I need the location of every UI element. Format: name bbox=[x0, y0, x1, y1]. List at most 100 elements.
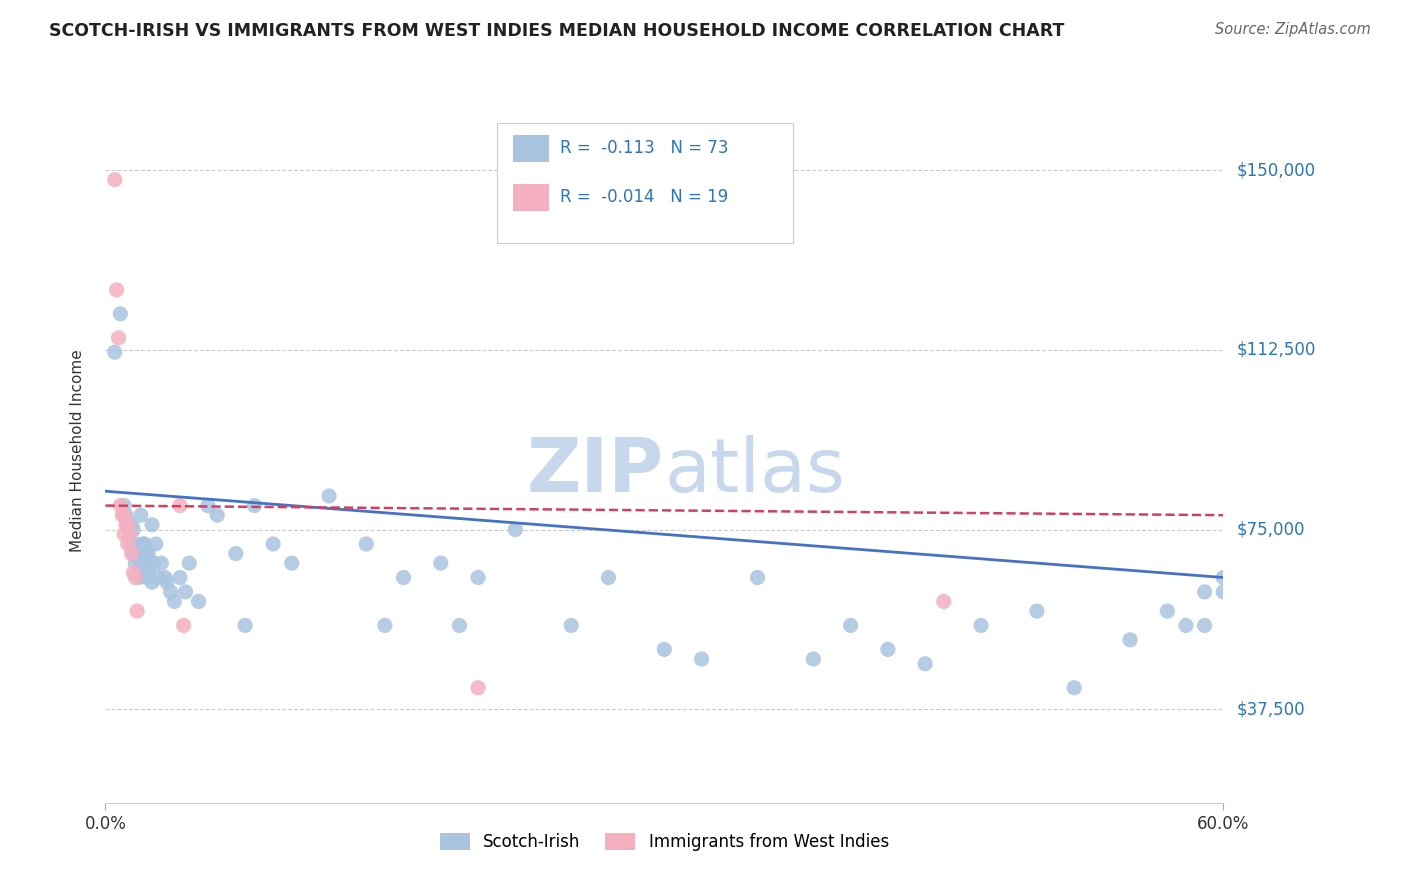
Point bbox=[107, 331, 129, 345]
Point bbox=[128, 551, 150, 566]
Point bbox=[141, 575, 163, 590]
Point bbox=[135, 547, 157, 561]
Point bbox=[225, 547, 247, 561]
Point bbox=[970, 618, 993, 632]
Point bbox=[1212, 585, 1234, 599]
Point bbox=[1156, 604, 1178, 618]
Text: $112,500: $112,500 bbox=[1237, 341, 1316, 359]
Point bbox=[803, 652, 825, 666]
Point bbox=[187, 594, 209, 608]
Point bbox=[839, 618, 862, 632]
Point bbox=[117, 517, 139, 532]
Point bbox=[374, 618, 396, 632]
Point bbox=[115, 508, 138, 523]
Text: R =  -0.113   N = 73: R = -0.113 N = 73 bbox=[561, 139, 728, 157]
Point bbox=[598, 570, 620, 584]
Point bbox=[136, 547, 159, 561]
Point bbox=[169, 499, 191, 513]
Point bbox=[1212, 570, 1234, 584]
Text: $150,000: $150,000 bbox=[1237, 161, 1316, 179]
Point bbox=[105, 283, 128, 297]
Point bbox=[129, 508, 152, 523]
Point bbox=[135, 570, 157, 584]
Point bbox=[747, 570, 769, 584]
Text: Source: ZipAtlas.com: Source: ZipAtlas.com bbox=[1215, 22, 1371, 37]
Point bbox=[173, 618, 195, 632]
FancyBboxPatch shape bbox=[496, 123, 793, 243]
Point bbox=[145, 537, 167, 551]
Point bbox=[560, 618, 582, 632]
Point bbox=[690, 652, 713, 666]
Point bbox=[243, 499, 266, 513]
Point bbox=[179, 556, 201, 570]
Point bbox=[1119, 632, 1142, 647]
Point bbox=[111, 508, 134, 523]
Point bbox=[281, 556, 304, 570]
Point bbox=[124, 537, 146, 551]
Point bbox=[174, 585, 197, 599]
Point bbox=[142, 556, 165, 570]
Point bbox=[104, 172, 127, 186]
Point bbox=[117, 517, 139, 532]
Point bbox=[262, 537, 284, 551]
Point bbox=[118, 527, 141, 541]
Point bbox=[150, 556, 173, 570]
Point bbox=[112, 527, 135, 541]
Legend: Scotch-Irish, Immigrants from West Indies: Scotch-Irish, Immigrants from West Indie… bbox=[433, 826, 896, 858]
Point bbox=[1194, 585, 1216, 599]
Point bbox=[122, 523, 145, 537]
Point bbox=[652, 642, 676, 657]
Point bbox=[318, 489, 340, 503]
Point bbox=[233, 618, 256, 632]
Point bbox=[449, 618, 471, 632]
Point bbox=[1026, 604, 1049, 618]
Point bbox=[156, 575, 179, 590]
Text: ZIP: ZIP bbox=[527, 435, 665, 508]
Point bbox=[467, 681, 489, 695]
Point bbox=[503, 523, 526, 537]
Point bbox=[467, 570, 489, 584]
Point bbox=[127, 604, 149, 618]
Point bbox=[169, 570, 191, 584]
Point bbox=[121, 537, 143, 551]
Point bbox=[121, 547, 143, 561]
Point bbox=[932, 594, 955, 608]
Point bbox=[121, 517, 143, 532]
Point bbox=[139, 556, 162, 570]
Text: SCOTCH-IRISH VS IMMIGRANTS FROM WEST INDIES MEDIAN HOUSEHOLD INCOME CORRELATION : SCOTCH-IRISH VS IMMIGRANTS FROM WEST IND… bbox=[49, 22, 1064, 40]
Point bbox=[159, 585, 181, 599]
Point bbox=[1194, 618, 1216, 632]
Point bbox=[132, 556, 155, 570]
Text: $75,000: $75,000 bbox=[1237, 521, 1306, 539]
Point bbox=[127, 547, 149, 561]
Text: R =  -0.014   N = 19: R = -0.014 N = 19 bbox=[561, 188, 728, 206]
Point bbox=[136, 566, 159, 580]
Point bbox=[141, 517, 163, 532]
Text: atlas: atlas bbox=[665, 435, 845, 508]
Point bbox=[110, 499, 132, 513]
Point bbox=[1175, 618, 1198, 632]
Point bbox=[146, 570, 169, 584]
Point bbox=[128, 570, 150, 584]
Point bbox=[430, 556, 453, 570]
Point bbox=[163, 594, 186, 608]
Text: $37,500: $37,500 bbox=[1237, 700, 1306, 718]
Y-axis label: Median Household Income: Median Household Income bbox=[70, 349, 84, 552]
Point bbox=[122, 547, 145, 561]
Point bbox=[124, 570, 146, 584]
Point bbox=[134, 556, 156, 570]
Point bbox=[914, 657, 936, 671]
Point bbox=[122, 566, 145, 580]
Point bbox=[115, 517, 138, 532]
Point bbox=[1063, 681, 1085, 695]
Point bbox=[112, 508, 135, 523]
Point bbox=[117, 537, 139, 551]
Point bbox=[877, 642, 900, 657]
Point bbox=[354, 537, 377, 551]
Point bbox=[110, 307, 132, 321]
Point bbox=[104, 345, 127, 359]
Point bbox=[118, 527, 141, 541]
Point bbox=[132, 537, 155, 551]
Point bbox=[112, 499, 135, 513]
Point bbox=[134, 537, 156, 551]
